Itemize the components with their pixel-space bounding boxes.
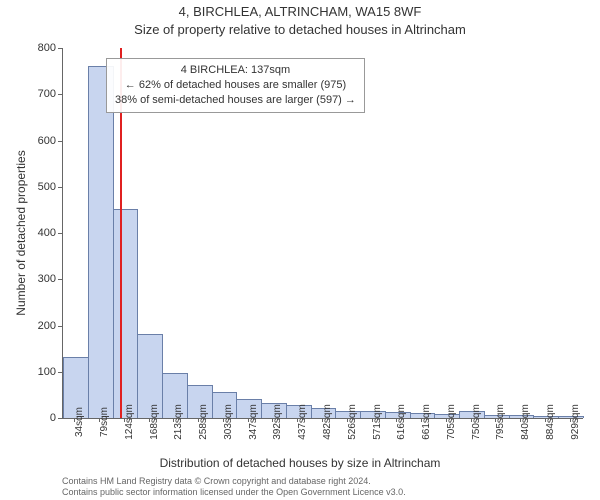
- histogram-bar: [113, 209, 139, 418]
- footer-attribution: Contains HM Land Registry data © Crown c…: [62, 476, 590, 498]
- x-tick-label: 526sqm: [347, 404, 358, 440]
- x-tick-mark: [347, 418, 348, 422]
- x-tick-label: 616sqm: [396, 404, 407, 440]
- y-tick-label: 600: [26, 135, 56, 147]
- x-tick-label: 795sqm: [495, 404, 506, 440]
- y-tick-mark: [58, 187, 62, 188]
- x-tick-mark: [248, 418, 249, 422]
- x-tick-mark: [495, 418, 496, 422]
- footer-line-2: Contains public sector information licen…: [62, 487, 590, 498]
- y-tick-label: 700: [26, 88, 56, 100]
- x-tick-mark: [570, 418, 571, 422]
- x-tick-label: 840sqm: [520, 404, 531, 440]
- y-tick-mark: [58, 279, 62, 280]
- x-tick-mark: [545, 418, 546, 422]
- x-tick-mark: [297, 418, 298, 422]
- x-tick-mark: [520, 418, 521, 422]
- x-tick-mark: [421, 418, 422, 422]
- x-tick-label: 705sqm: [446, 404, 457, 440]
- y-tick-mark: [58, 326, 62, 327]
- x-tick-label: 482sqm: [322, 404, 333, 440]
- y-tick-label: 500: [26, 181, 56, 193]
- y-tick-mark: [58, 233, 62, 234]
- x-tick-label: 750sqm: [471, 404, 482, 440]
- y-tick-label: 400: [26, 227, 56, 239]
- histogram-bar: [88, 66, 114, 419]
- x-tick-label: 34sqm: [74, 407, 85, 437]
- y-tick-mark: [58, 372, 62, 373]
- y-tick-mark: [58, 48, 62, 49]
- x-tick-label: 79sqm: [99, 407, 110, 437]
- chart-container: 4, BIRCHLEA, ALTRINCHAM, WA15 8WF Size o…: [0, 0, 600, 500]
- x-tick-mark: [124, 418, 125, 422]
- x-tick-mark: [198, 418, 199, 422]
- x-tick-mark: [223, 418, 224, 422]
- annotation-line-1: 4 BIRCHLEA: 137sqm: [115, 63, 356, 78]
- x-tick-mark: [173, 418, 174, 422]
- annotation-line-2: ← 62% of detached houses are smaller (97…: [115, 78, 356, 93]
- x-axis-label: Distribution of detached houses by size …: [0, 456, 600, 470]
- x-tick-label: 571sqm: [372, 404, 383, 440]
- x-tick-label: 258sqm: [198, 404, 209, 440]
- y-tick-label: 300: [26, 273, 56, 285]
- x-tick-mark: [471, 418, 472, 422]
- y-tick-mark: [58, 94, 62, 95]
- x-tick-label: 437sqm: [297, 404, 308, 440]
- x-tick-label: 884sqm: [545, 404, 556, 440]
- page-title: 4, BIRCHLEA, ALTRINCHAM, WA15 8WF: [0, 4, 600, 19]
- x-tick-label: 929sqm: [570, 404, 581, 440]
- x-tick-label: 124sqm: [124, 404, 135, 440]
- x-tick-label: 661sqm: [421, 404, 432, 440]
- x-tick-mark: [74, 418, 75, 422]
- x-tick-mark: [446, 418, 447, 422]
- y-tick-label: 100: [26, 366, 56, 378]
- x-tick-label: 347sqm: [248, 404, 259, 440]
- footer-line-1: Contains HM Land Registry data © Crown c…: [62, 476, 590, 487]
- x-tick-label: 303sqm: [223, 404, 234, 440]
- x-tick-label: 168sqm: [149, 404, 160, 440]
- y-tick-label: 0: [26, 412, 56, 424]
- x-tick-mark: [372, 418, 373, 422]
- x-tick-mark: [272, 418, 273, 422]
- y-tick-mark: [58, 141, 62, 142]
- x-tick-mark: [149, 418, 150, 422]
- y-tick-label: 200: [26, 320, 56, 332]
- x-tick-mark: [396, 418, 397, 422]
- y-tick-mark: [58, 418, 62, 419]
- x-tick-label: 213sqm: [173, 404, 184, 440]
- y-tick-label: 800: [26, 42, 56, 54]
- x-tick-mark: [322, 418, 323, 422]
- annotation-line-3: 38% of semi-detached houses are larger (…: [115, 93, 356, 108]
- x-tick-label: 392sqm: [272, 404, 283, 440]
- annotation-box: 4 BIRCHLEA: 137sqm ← 62% of detached hou…: [106, 58, 365, 113]
- x-tick-mark: [99, 418, 100, 422]
- page-subtitle: Size of property relative to detached ho…: [0, 22, 600, 37]
